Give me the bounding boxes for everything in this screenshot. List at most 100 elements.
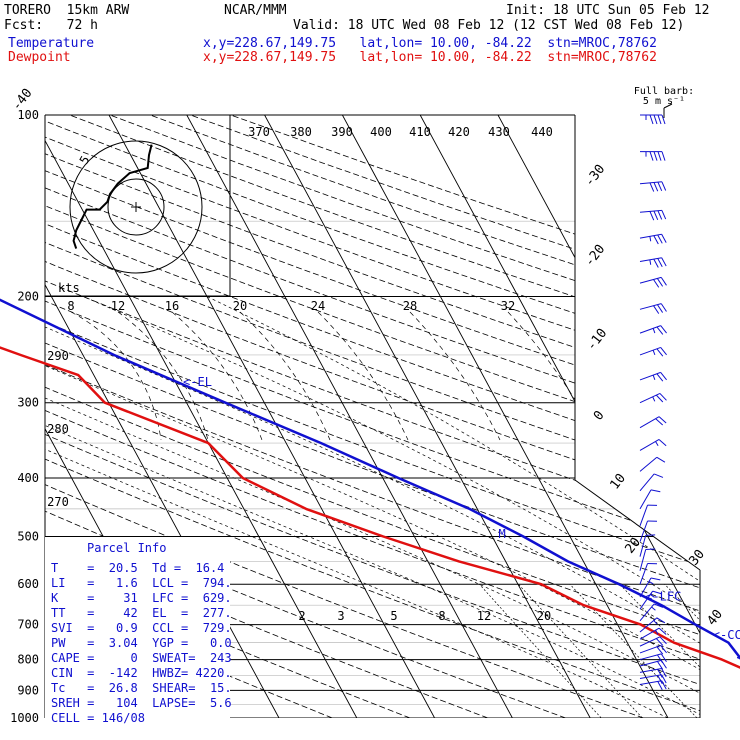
- header: TORERO 15km ARW NCAR/MMM Init: 18 UTC Su…: [0, 0, 740, 70]
- wind-barb-half-flag: [652, 328, 656, 334]
- speed-arc: [117, 311, 209, 441]
- mixing-ratio-label: 3: [337, 609, 344, 623]
- mixing-ratio-label: 2: [298, 609, 305, 623]
- pressure-tick-label: 600: [17, 577, 39, 591]
- temperature-legend: Temperature: [8, 36, 95, 51]
- hodograph-speed-label: 8: [67, 299, 74, 313]
- speed-arc: [239, 311, 331, 441]
- dry-adiabat: [150, 115, 700, 718]
- speed-arc: [507, 311, 599, 441]
- wind-barb-flag: [653, 210, 659, 220]
- dry-adiabat: [45, 115, 700, 718]
- theta-left-label: 280: [47, 422, 69, 436]
- wind-barb-flag: [661, 151, 666, 161]
- theta-label: 440: [531, 125, 553, 139]
- parcel-info-row: CELL = 146/08: [51, 711, 145, 725]
- wind-barb-flag: [661, 114, 666, 125]
- wind-barb-half-flag: [651, 606, 656, 611]
- wind-barb-flag: [657, 258, 663, 268]
- pressure-tick-label: 400: [17, 471, 39, 485]
- isotherm-label: 10: [608, 471, 629, 493]
- wind-barb-flag: [655, 418, 664, 426]
- moist-adiabat: [45, 296, 700, 718]
- pressure-tick-label: 100: [17, 108, 39, 122]
- theta-label: 370: [248, 125, 270, 139]
- dry-adiabat: [45, 115, 700, 718]
- wind-barb-half-flag: [652, 349, 656, 356]
- wind-barb-flag: [659, 393, 667, 401]
- theta-label: 410: [409, 125, 431, 139]
- wind-barb-flag: [661, 674, 667, 684]
- dry-adiabat: [190, 115, 700, 718]
- wind-barb-half-flag: [653, 620, 658, 625]
- parcel-info-row: LI = 1.6 LCL = 794.: [51, 576, 232, 590]
- wind-barb-shaft: [639, 439, 660, 451]
- hodograph-speed-label: 28: [403, 299, 417, 313]
- parcel-info-row: PW = 3.04 YGP = 0.0: [51, 636, 232, 650]
- wind-barb-flag: [660, 372, 667, 381]
- wind-barb-flag: [657, 668, 663, 678]
- wind-barb-shaft: [639, 563, 648, 585]
- dry-adiabat: [45, 115, 700, 718]
- wind-barb-flag: [655, 638, 664, 646]
- dry-adiabat: [45, 115, 700, 718]
- isotherm-label: -30: [582, 162, 608, 190]
- wind-barb-flag: [656, 348, 664, 357]
- theta-label: 430: [488, 125, 510, 139]
- wind-barb-flag: [660, 325, 667, 334]
- wind-barb-flag: [649, 182, 655, 192]
- dry-adiabat: [45, 115, 566, 718]
- wind-barb-half-flag: [650, 594, 655, 598]
- wind-barb-flag: [660, 645, 667, 654]
- hodograph-speed-label: 32: [501, 299, 515, 313]
- wind-barb-shaft: [639, 416, 660, 429]
- wind-barb-flag: [645, 534, 656, 536]
- hodograph-trace: [72, 144, 153, 249]
- moist-adiabat: [45, 296, 700, 718]
- hodograph-speed-label: 16: [165, 299, 179, 313]
- parcel-info-row: T = 20.5 Td = 16.4: [51, 561, 225, 575]
- isotherm-line: [45, 115, 358, 718]
- wind-barb-flag: [645, 548, 656, 551]
- wind-barb-flag: [653, 182, 659, 192]
- barb-legend-flag: [663, 103, 673, 109]
- wind-barb-shaft: [639, 520, 648, 542]
- parcel-info-row: SVI = 0.9 CCL = 729.: [51, 621, 232, 635]
- wind-barb-flag: [661, 181, 667, 191]
- wind-barb-flag: [653, 151, 658, 161]
- isotherm-label: -20: [582, 242, 608, 270]
- wind-barb-flag: [660, 653, 667, 663]
- wind-barb-shaft: [639, 617, 658, 633]
- mixing-ratio-label: 12: [477, 609, 491, 623]
- wind-barb-flag: [657, 675, 663, 684]
- wind-barb-flag: [649, 114, 654, 125]
- pressure-tick-label: 800: [17, 653, 39, 667]
- pressure-tick-label: 300: [17, 396, 39, 410]
- wind-barb-half-flag: [648, 580, 654, 585]
- wind-barb-flag: [656, 646, 664, 655]
- wind-barb-flag: [661, 680, 667, 690]
- isotherm-label: -10: [584, 326, 610, 354]
- wind-barb-flag: [656, 456, 666, 463]
- speed-arc: [70, 311, 162, 441]
- dry-adiabat: [45, 115, 700, 718]
- speed-arc: [409, 311, 501, 441]
- wind-barb-flag: [649, 151, 654, 161]
- isotherm-line: [419, 115, 700, 718]
- isotherm-label: 40: [705, 607, 726, 629]
- wind-barb-flag: [657, 234, 663, 244]
- hodograph-units-label: kts: [58, 281, 80, 295]
- dewpoint-legend: Dewpoint: [8, 50, 71, 65]
- theta-label: 380: [290, 125, 312, 139]
- wind-barb-flag: [660, 303, 667, 312]
- mixing-ratio-line: [664, 583, 700, 718]
- hodograph-outer-ring: [69, 140, 203, 274]
- wind-barb-flag: [661, 668, 667, 678]
- wind-barb-flag: [657, 210, 663, 220]
- isotherm-line: [341, 115, 669, 718]
- theta-left-label: 290: [47, 349, 69, 363]
- valid-time: Valid: 18 UTC Wed 08 Feb 12 (12 CST Wed …: [293, 18, 685, 33]
- wind-barb-flag: [656, 304, 664, 313]
- dry-adiabat: [45, 115, 700, 718]
- model-name: TORERO 15km ARW: [4, 3, 130, 18]
